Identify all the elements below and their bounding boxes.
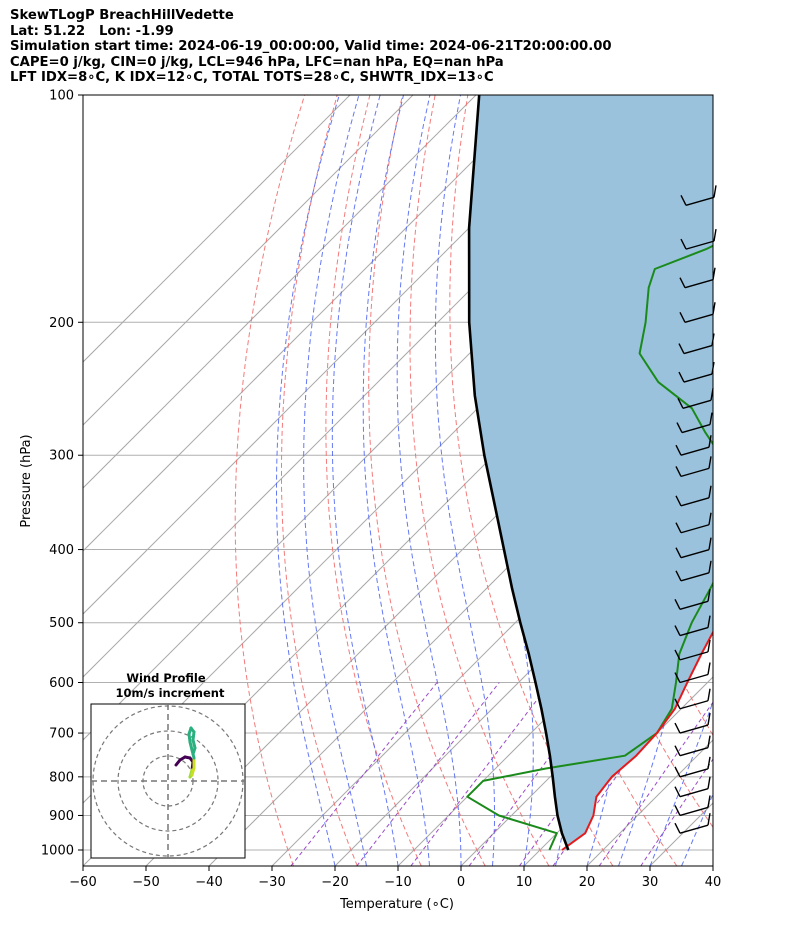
- isotherm-line: [83, 95, 351, 363]
- moist-adiabat-line: [649, 700, 713, 866]
- parcel-path-line: [467, 95, 570, 851]
- dry-adiabat-line: [761, 95, 794, 866]
- x-tick-label: −60: [69, 875, 96, 890]
- y-tick-label: 800: [49, 770, 74, 785]
- header-location: Lat: 51.22 Lon: -1.99: [10, 23, 174, 39]
- mixing-ratio-line: [410, 682, 551, 866]
- isotherm-line: [334, 487, 713, 866]
- x-tick-label: −10: [384, 875, 411, 890]
- dry-adiabat-line: [729, 95, 794, 866]
- wind-barb: [674, 813, 711, 834]
- y-tick-label: 1000: [41, 844, 74, 859]
- mixing-ratio-line: [356, 682, 500, 866]
- x-tick-label: 0: [457, 875, 465, 890]
- moist-adiabat-line: [396, 95, 462, 866]
- wind-barb: [674, 735, 711, 757]
- y-axis-label: Pressure (hPa): [19, 434, 34, 527]
- moist-adiabat-line: [434, 95, 495, 866]
- isotherm-line: [83, 95, 414, 426]
- wind-barb: [674, 712, 711, 734]
- isotherm-line: [83, 95, 540, 552]
- dry-adiabat-line: [368, 95, 486, 866]
- wind-barb: [675, 485, 712, 507]
- wind-barb: [674, 688, 711, 710]
- dewpoint-line: [466, 244, 713, 851]
- wind-barb: [674, 615, 711, 637]
- x-tick-label: 20: [579, 875, 596, 890]
- mixing-ratio-line: [468, 682, 606, 866]
- wind-barb: [674, 589, 711, 611]
- sounding-profiles: [466, 95, 713, 851]
- y-tick-label: 200: [49, 316, 74, 331]
- dry-adiabat-line: [325, 95, 422, 866]
- header-indices-2: LFT IDX=8∘C, K IDX=12∘C, TOTAL TOTS=28∘C…: [10, 70, 494, 86]
- inset-speed-ring: [117, 730, 219, 832]
- dry-adiabat-line: [409, 95, 550, 866]
- y-axis-ticks: 100 200 300 400 500 600 700 800 900 1000: [41, 89, 83, 859]
- dry-adiabat-line: [234, 95, 306, 866]
- wind-barb: [674, 756, 711, 778]
- moist-adiabat-line: [303, 95, 367, 866]
- wind-barb: [676, 412, 713, 434]
- y-tick-label: 400: [49, 543, 74, 558]
- mixing-ratio-line: [598, 701, 713, 866]
- wind-barb: [680, 185, 717, 207]
- inset-title: Wind Profile: [126, 671, 206, 685]
- temperature-line: [561, 630, 713, 851]
- x-tick-label: −50: [132, 875, 159, 890]
- wind-barb: [674, 776, 711, 798]
- x-axis-ticks: −60 −50 −40 −30 −20 −10 0 10 20 30 40: [69, 866, 721, 890]
- moist-adiabat-line: [331, 95, 399, 866]
- isotherm-line: [83, 95, 477, 489]
- x-tick-label: 10: [516, 875, 533, 890]
- y-tick-label: 300: [49, 449, 74, 464]
- wind-barb: [674, 662, 711, 684]
- wind-barb: [675, 435, 712, 456]
- y-tick-label: 700: [49, 727, 74, 742]
- y-tick-label: 600: [49, 676, 74, 691]
- x-tick-label: 30: [642, 875, 659, 890]
- x-tick-label: 40: [705, 875, 722, 890]
- moist-adiabat-line: [276, 95, 340, 866]
- x-axis-label: Temperature (∘C): [339, 897, 454, 912]
- dry-adiabat-line: [449, 95, 614, 866]
- wind-barb: [675, 537, 712, 559]
- y-tick-label: 500: [49, 616, 74, 631]
- inset-subtitle: 10m/s increment: [116, 686, 225, 700]
- moist-adiabat-line: [681, 792, 713, 866]
- moist-adiabat-line: [362, 95, 430, 866]
- x-tick-label: −40: [195, 875, 222, 890]
- x-tick-label: −30: [258, 875, 285, 890]
- y-tick-label: 900: [49, 809, 74, 824]
- isotherm-line: [397, 550, 713, 866]
- wind-barb: [674, 639, 711, 661]
- inset-plot: [91, 704, 245, 858]
- header-times: Simulation start time: 2024-06-19_00:00:…: [10, 39, 612, 55]
- x-tick-label: −20: [321, 875, 348, 890]
- mixing-ratio-line: [640, 758, 713, 866]
- wind-barb-column: [674, 185, 717, 834]
- moist-adiabat-line: [712, 864, 713, 866]
- wind-barb: [675, 456, 712, 478]
- wind-barb: [674, 795, 711, 817]
- wind-profile-inset: Wind Profile 10m/s increment: [90, 671, 246, 859]
- header-indices-1: CAPE=0 j/kg, CIN=0 j/kg, LCL=946 hPa, LF…: [10, 54, 504, 70]
- isotherm-line: [712, 865, 713, 866]
- header-station-title: SkewTLogP BreachHillVedette: [10, 8, 234, 23]
- chart-header: SkewTLogP BreachHillVedette Lat: 51.22 Lo…: [10, 8, 612, 86]
- cin-shaded-area: [469, 95, 713, 850]
- mixing-ratio-line: [290, 682, 438, 866]
- wind-barb: [675, 512, 712, 534]
- hodograph-segment: [191, 746, 197, 756]
- moist-adiabat-line: [618, 95, 703, 866]
- wind-barb: [675, 560, 712, 582]
- y-tick-label: 100: [49, 89, 74, 104]
- cape-cin-shading: [469, 95, 713, 850]
- wind-barb: [680, 228, 717, 250]
- dry-adiabat-line: [281, 95, 358, 866]
